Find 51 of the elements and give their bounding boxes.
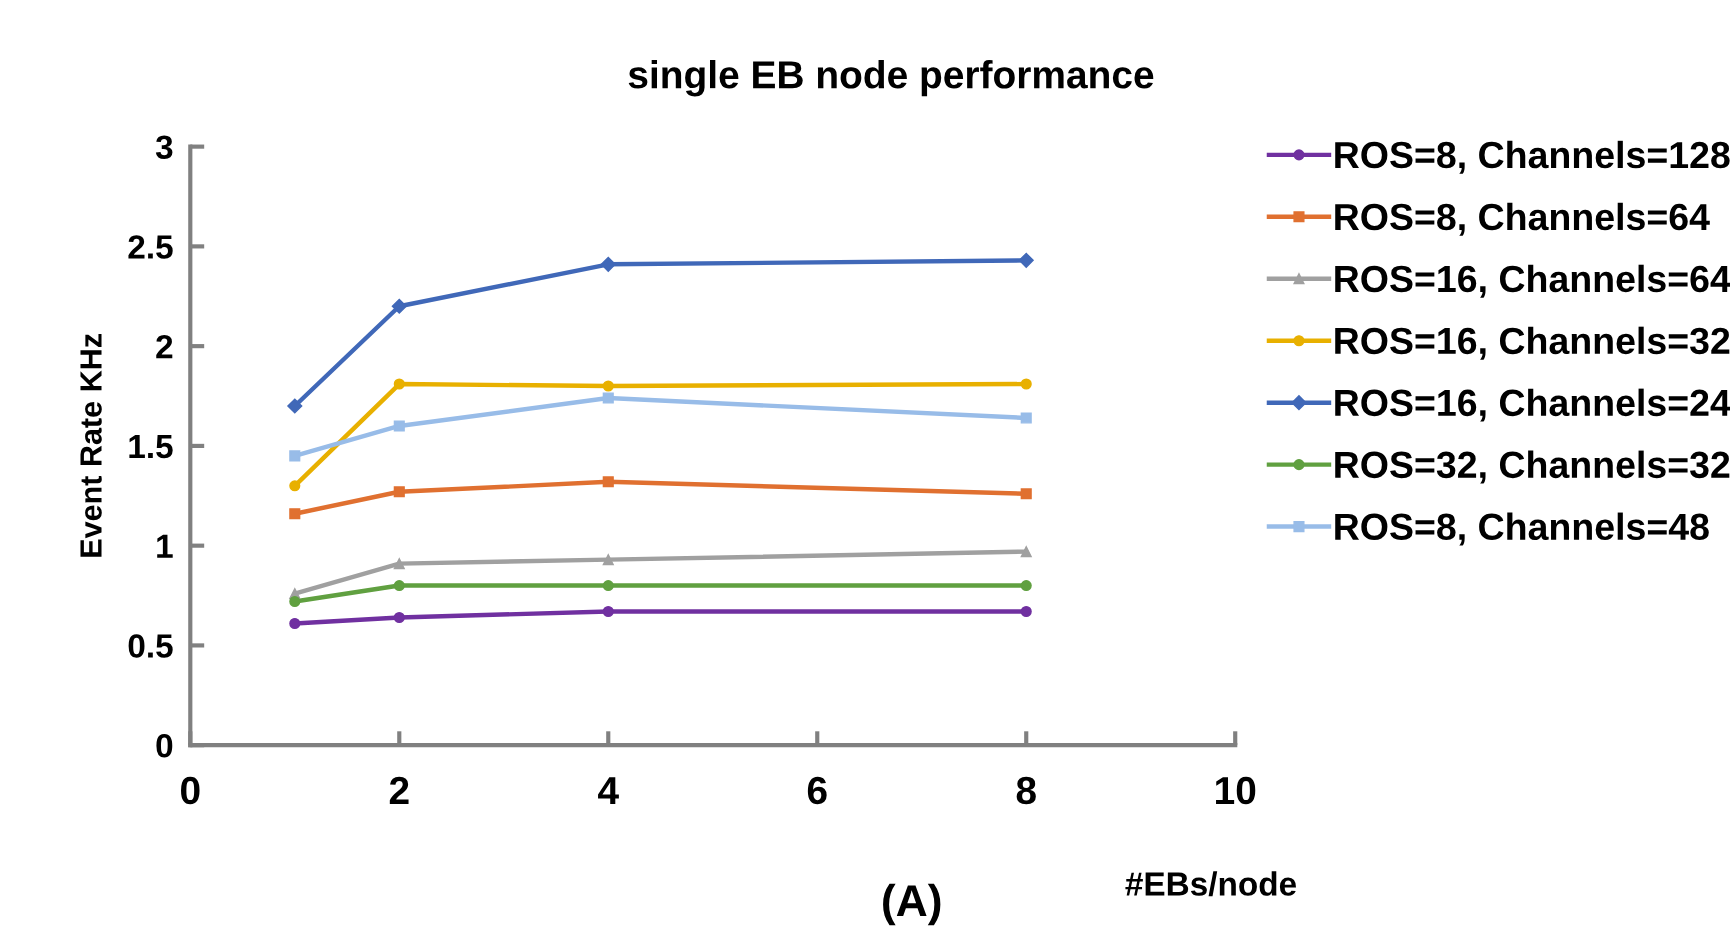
point — [289, 595, 301, 608]
x-tick-label: 10 — [1216, 776, 1256, 805]
x-axis-title: #EBs/node — [1125, 871, 1296, 897]
legend-label: ROS=16, Channels=24 — [1335, 388, 1730, 422]
legend-label: ROS=16, Channels=32 — [1335, 326, 1730, 360]
chart-title: single EB node performance — [628, 59, 1154, 97]
point — [289, 617, 301, 630]
point — [602, 580, 614, 592]
point — [393, 486, 405, 498]
x-tick-label: 4 — [598, 777, 619, 804]
y-tick-label: 0 — [156, 733, 173, 758]
point — [1020, 580, 1032, 592]
text: (A) — [883, 883, 941, 926]
point — [602, 554, 614, 566]
point — [289, 450, 301, 462]
point — [393, 420, 405, 432]
y-tick-label: 3 — [155, 135, 173, 160]
y-tick-label: 0.5 — [128, 634, 173, 658]
point — [1020, 546, 1032, 558]
point — [391, 298, 407, 314]
point — [393, 378, 405, 390]
point — [1020, 488, 1032, 500]
legend-label: ROS=8, Channels=128 — [1335, 140, 1730, 174]
point — [602, 380, 614, 392]
y-tick-label: 1 — [157, 534, 173, 558]
y-axis-title: Event Rate KHz — [80, 334, 102, 557]
legend-label: ROS=16, Channels=64 — [1335, 264, 1730, 298]
x-tick-label: 6 — [807, 776, 827, 805]
point — [289, 508, 301, 520]
legend-label: ROS=8, Channels=48 — [1335, 512, 1709, 546]
x-tick-label: 8 — [1016, 776, 1036, 805]
point — [287, 398, 303, 414]
x-tick-label: 0 — [181, 776, 200, 805]
point — [393, 580, 405, 592]
legend-label: ROS=32, Channels=32 — [1335, 450, 1730, 484]
point — [602, 392, 614, 404]
point — [600, 256, 616, 272]
point — [1018, 252, 1034, 268]
x-tick-label: 2 — [389, 776, 409, 804]
point — [393, 611, 405, 624]
point — [602, 476, 614, 488]
y-tick-label: 2 — [156, 334, 173, 359]
point — [1020, 605, 1032, 618]
point — [289, 480, 301, 492]
point — [393, 558, 405, 570]
legend-label: ROS=8, Channels=64 — [1335, 202, 1710, 236]
point — [602, 605, 614, 618]
point — [1020, 378, 1032, 390]
y-tick-label: 2.5 — [128, 235, 173, 259]
y-tick-label: 1.5 — [129, 435, 173, 459]
point — [1020, 412, 1032, 424]
